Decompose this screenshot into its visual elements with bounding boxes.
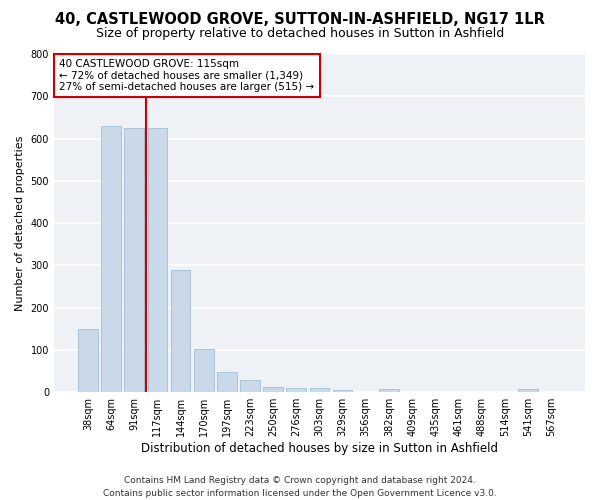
Bar <box>217 372 236 392</box>
X-axis label: Distribution of detached houses by size in Sutton in Ashfield: Distribution of detached houses by size … <box>141 442 498 455</box>
Bar <box>263 387 283 392</box>
Text: 40 CASTLEWOOD GROVE: 115sqm
← 72% of detached houses are smaller (1,349)
27% of : 40 CASTLEWOOD GROVE: 115sqm ← 72% of det… <box>59 59 314 92</box>
Text: Contains HM Land Registry data © Crown copyright and database right 2024.
Contai: Contains HM Land Registry data © Crown c… <box>103 476 497 498</box>
Bar <box>148 128 167 392</box>
Bar <box>78 329 98 392</box>
Bar <box>170 270 190 392</box>
Bar <box>379 389 399 392</box>
Y-axis label: Number of detached properties: Number of detached properties <box>15 136 25 311</box>
Bar <box>194 348 214 392</box>
Bar <box>518 389 538 392</box>
Bar <box>240 380 260 392</box>
Text: 40, CASTLEWOOD GROVE, SUTTON-IN-ASHFIELD, NG17 1LR: 40, CASTLEWOOD GROVE, SUTTON-IN-ASHFIELD… <box>55 12 545 28</box>
Bar <box>310 388 329 392</box>
Text: Size of property relative to detached houses in Sutton in Ashfield: Size of property relative to detached ho… <box>96 28 504 40</box>
Bar <box>333 390 352 392</box>
Bar <box>101 126 121 392</box>
Bar <box>124 128 144 392</box>
Bar <box>286 388 306 392</box>
